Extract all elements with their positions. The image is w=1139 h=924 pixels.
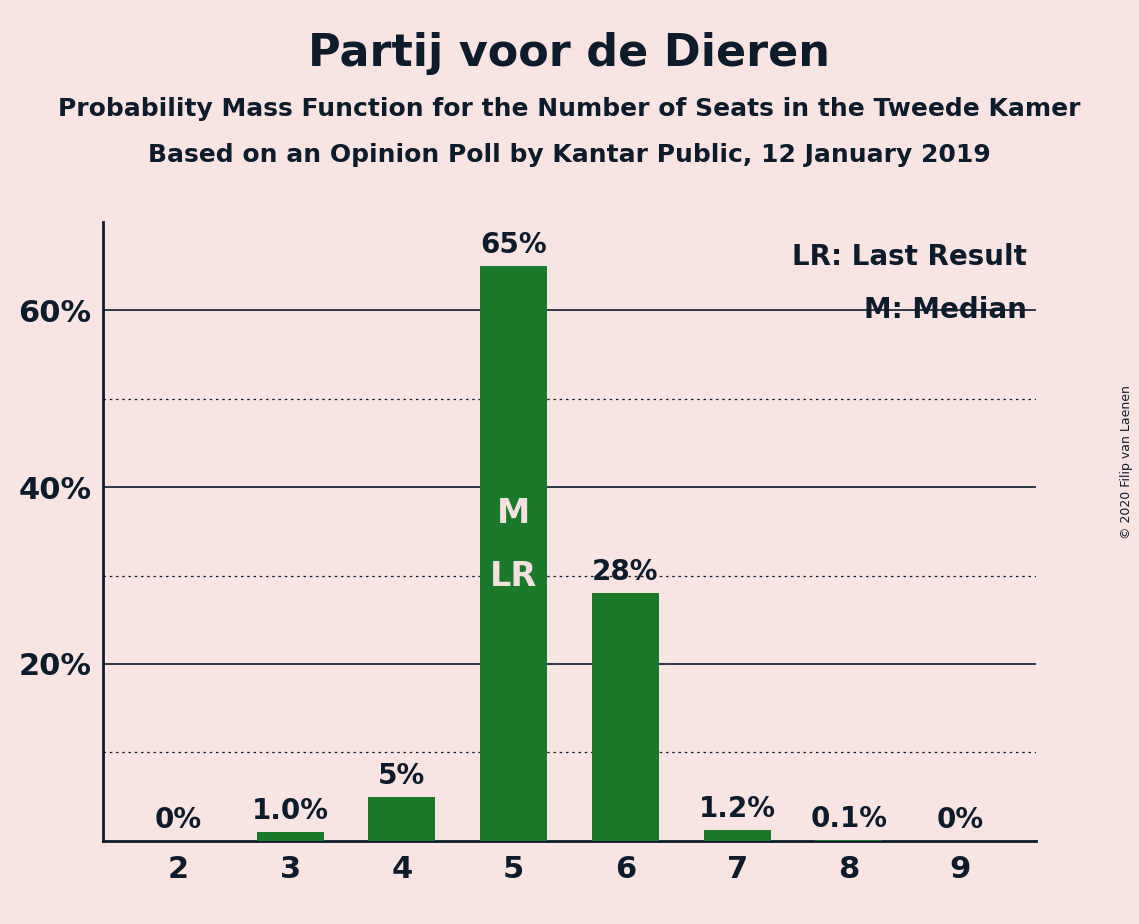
Bar [704, 831, 771, 841]
Text: Based on an Opinion Poll by Kantar Public, 12 January 2019: Based on an Opinion Poll by Kantar Publi… [148, 143, 991, 167]
Text: 1.0%: 1.0% [252, 796, 329, 825]
Text: M: Median: M: Median [865, 296, 1027, 324]
Text: 5%: 5% [378, 761, 426, 789]
Text: 65%: 65% [481, 231, 547, 259]
Text: 28%: 28% [592, 558, 658, 586]
Text: 0.1%: 0.1% [810, 805, 887, 833]
Bar [256, 832, 323, 841]
Text: 0%: 0% [937, 806, 984, 833]
Text: LR: Last Result: LR: Last Result [793, 243, 1027, 272]
Text: 1.2%: 1.2% [698, 796, 776, 823]
Text: M: M [497, 497, 531, 529]
Bar [481, 266, 547, 841]
Text: LR: LR [490, 560, 538, 593]
Text: Partij voor de Dieren: Partij voor de Dieren [309, 32, 830, 76]
Text: © 2020 Filip van Laenen: © 2020 Filip van Laenen [1121, 385, 1133, 539]
Text: Probability Mass Function for the Number of Seats in the Tweede Kamer: Probability Mass Function for the Number… [58, 97, 1081, 121]
Bar [368, 796, 435, 841]
Text: 0%: 0% [155, 806, 202, 833]
Bar [592, 593, 658, 841]
